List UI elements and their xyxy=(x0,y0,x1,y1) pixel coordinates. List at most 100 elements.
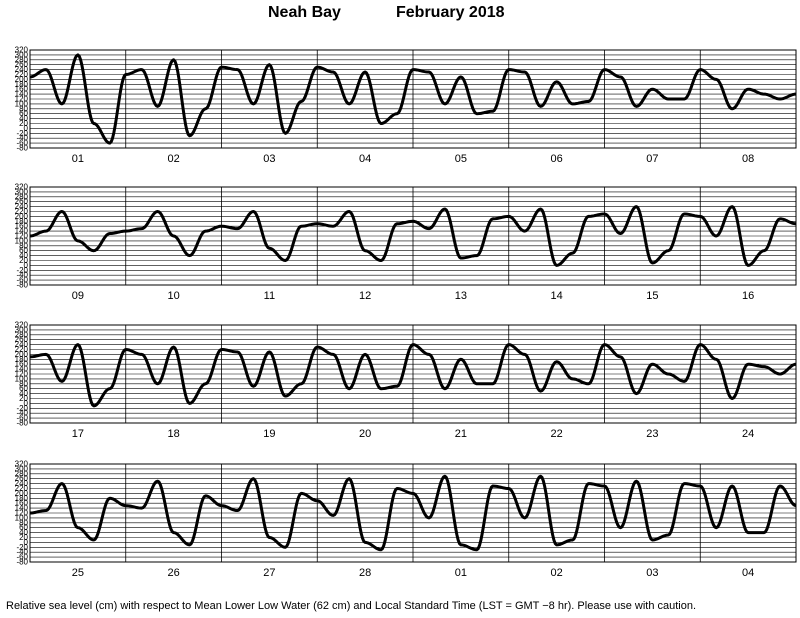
y-tick-label: 240 xyxy=(15,340,29,349)
y-tick-label: 300 xyxy=(15,325,29,334)
y-tick-label: 40 xyxy=(19,251,28,260)
day-label: 28 xyxy=(359,567,371,579)
chart-panel: 3203002802602402202001801601401201008060… xyxy=(15,460,797,579)
y-tick-label: -20 xyxy=(16,129,28,138)
y-tick-label: 180 xyxy=(15,80,29,89)
y-tick-label: -60 xyxy=(16,276,28,285)
day-label: 02 xyxy=(551,567,563,579)
day-label: 13 xyxy=(455,290,467,302)
y-tick-label: 120 xyxy=(15,370,29,379)
y-tick-label: 320 xyxy=(15,46,29,55)
y-tick-label: 40 xyxy=(19,114,28,123)
y-tick-label: 40 xyxy=(19,528,28,537)
y-tick-label: 0 xyxy=(24,124,29,133)
y-tick-label: 100 xyxy=(15,236,29,245)
day-label: 27 xyxy=(263,567,275,579)
y-tick-label: 300 xyxy=(15,464,29,473)
day-label: 15 xyxy=(646,290,658,302)
day-label: 24 xyxy=(742,428,754,440)
y-tick-label: 180 xyxy=(15,217,29,226)
chart-title-station: Neah Bay xyxy=(268,4,341,21)
day-label: 19 xyxy=(263,428,275,440)
y-tick-label: 160 xyxy=(15,85,29,94)
y-tick-label: 160 xyxy=(15,499,29,508)
day-label: 16 xyxy=(742,290,754,302)
y-tick-label: 60 xyxy=(19,246,28,255)
day-label: 23 xyxy=(646,428,658,440)
y-tick-label: -80 xyxy=(16,281,28,290)
chart-title-period: February 2018 xyxy=(396,4,505,21)
y-tick-label: 20 xyxy=(19,119,28,128)
y-tick-label: 260 xyxy=(15,60,29,69)
y-tick-label: -80 xyxy=(16,144,28,153)
panel-frame xyxy=(29,324,797,424)
y-tick-label: 160 xyxy=(15,222,29,231)
y-tick-label: -40 xyxy=(16,548,28,557)
day-label: 11 xyxy=(264,290,275,302)
y-tick-label: 280 xyxy=(15,469,29,478)
y-tick-label: 80 xyxy=(19,518,28,527)
day-label: 12 xyxy=(359,290,371,302)
day-label: 01 xyxy=(455,567,467,579)
y-tick-label: -40 xyxy=(16,271,28,280)
day-label: 25 xyxy=(72,567,84,579)
y-tick-label: 80 xyxy=(19,104,28,113)
y-tick-label: 200 xyxy=(15,212,29,221)
tide-curve xyxy=(29,343,797,408)
day-label: 20 xyxy=(359,428,371,440)
y-tick-label: 140 xyxy=(15,365,29,374)
day-label: 17 xyxy=(72,428,84,440)
day-label: 26 xyxy=(168,567,180,579)
tide-curve xyxy=(29,474,797,552)
y-tick-label: 260 xyxy=(15,474,29,483)
y-tick-label: 220 xyxy=(15,484,29,493)
y-tick-label: 320 xyxy=(15,321,29,330)
y-tick-label: 100 xyxy=(15,374,29,383)
y-tick-label: 180 xyxy=(15,355,29,364)
y-tick-label: -60 xyxy=(16,139,28,148)
y-tick-label: 80 xyxy=(19,379,28,388)
y-tick-label: -60 xyxy=(16,414,28,423)
y-tick-label: -20 xyxy=(16,266,28,275)
y-tick-label: 320 xyxy=(15,460,29,469)
y-tick-label: 60 xyxy=(19,523,28,532)
y-tick-label: -20 xyxy=(16,543,28,552)
y-tick-label: 120 xyxy=(15,232,29,241)
panel-frame xyxy=(29,49,797,149)
y-tick-label: 200 xyxy=(15,350,29,359)
day-label: 01 xyxy=(72,153,84,165)
y-tick-label: 320 xyxy=(15,183,29,192)
y-tick-label: 300 xyxy=(15,187,29,196)
y-tick-label: 60 xyxy=(19,384,28,393)
day-label: 05 xyxy=(455,153,467,165)
tide-curve xyxy=(29,205,797,267)
day-label: 21 xyxy=(455,428,467,440)
y-tick-label: -20 xyxy=(16,404,28,413)
y-tick-label: -80 xyxy=(16,419,28,428)
y-tick-label: 240 xyxy=(15,65,29,74)
day-label: 06 xyxy=(551,153,563,165)
y-tick-label: 120 xyxy=(15,95,29,104)
y-tick-label: 80 xyxy=(19,241,28,250)
y-tick-label: 180 xyxy=(15,494,29,503)
y-tick-label: 200 xyxy=(15,75,29,84)
tide-chart: 3203002802602402202001801601401201008060… xyxy=(15,46,797,579)
y-tick-label: 140 xyxy=(15,227,29,236)
y-tick-label: 260 xyxy=(15,197,29,206)
day-label: 18 xyxy=(168,428,180,440)
y-tick-label: -40 xyxy=(16,409,28,418)
y-tick-label: -40 xyxy=(16,134,28,143)
y-tick-label: 220 xyxy=(15,207,29,216)
y-tick-label: 20 xyxy=(19,394,28,403)
y-tick-label: -60 xyxy=(16,553,28,562)
day-label: 03 xyxy=(646,567,658,579)
day-label: 02 xyxy=(168,153,180,165)
y-tick-label: 200 xyxy=(15,489,29,498)
y-tick-label: 220 xyxy=(15,70,29,79)
y-tick-label: 140 xyxy=(15,504,29,513)
y-tick-label: 260 xyxy=(15,335,29,344)
day-label: 04 xyxy=(359,153,371,165)
y-tick-label: -80 xyxy=(16,558,28,567)
y-tick-label: 40 xyxy=(19,389,28,398)
day-label: 03 xyxy=(263,153,275,165)
